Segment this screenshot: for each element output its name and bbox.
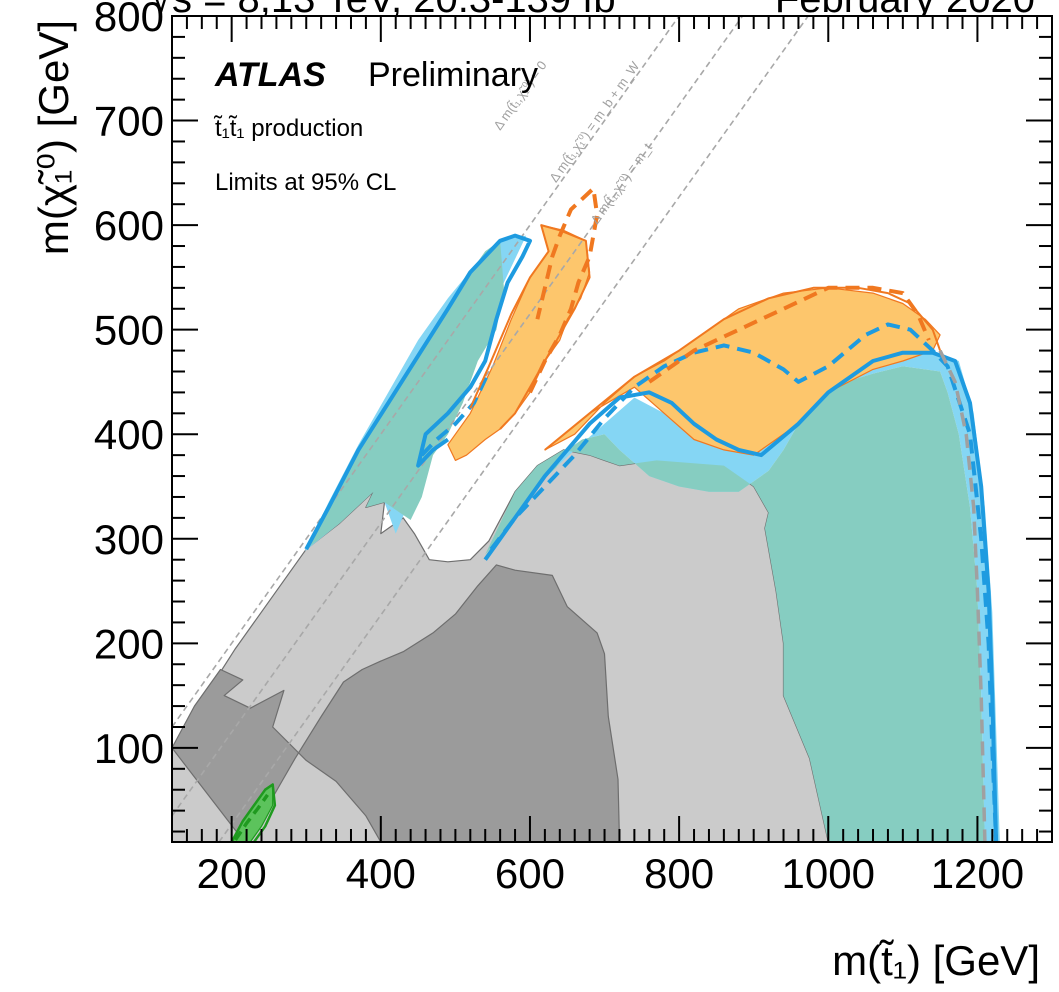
y-tick-label: 800 bbox=[94, 0, 164, 40]
y-tick-label: 200 bbox=[94, 620, 164, 667]
plot-frame bbox=[171, 15, 1053, 843]
kinematic-lines bbox=[172, 16, 809, 842]
limits-label: Limits at 95% CL bbox=[215, 169, 396, 196]
experiment-status: Preliminary bbox=[368, 56, 538, 94]
contour-green-solid-0 bbox=[230, 783, 277, 842]
plot-area bbox=[172, 16, 1052, 842]
y-tick-label: 700 bbox=[94, 98, 164, 145]
y-tick-label: 100 bbox=[94, 725, 164, 772]
kinematic-line-1 bbox=[172, 16, 744, 817]
x-tick-label: 1000 bbox=[782, 850, 875, 897]
contour-blue-dashed-1 bbox=[420, 370, 491, 457]
x-tick-label: 200 bbox=[197, 850, 267, 897]
contour-orange-dashed-0 bbox=[648, 285, 931, 384]
region-layer bbox=[172, 224, 1000, 842]
region-dark-grey bbox=[172, 564, 621, 842]
contour-blue-solid-0 bbox=[483, 350, 999, 842]
contour-grey-dashed-0 bbox=[938, 349, 987, 842]
y-axis-title: m(χ̃₁⁰) [GeV] bbox=[30, 20, 77, 255]
region-teal-lower bbox=[485, 366, 985, 842]
x-tick-label: 1200 bbox=[931, 850, 1024, 897]
region-teal-upper bbox=[306, 240, 504, 550]
y-tick-label: 300 bbox=[94, 516, 164, 563]
kinematic-line-2 bbox=[218, 16, 809, 842]
contour-orange-solid-1 bbox=[469, 224, 591, 430]
contour-layer bbox=[230, 186, 999, 842]
y-tick-label: 400 bbox=[94, 411, 164, 458]
region-orange-lower bbox=[544, 287, 941, 456]
x-axis-title: m(t̃₁) [GeV] bbox=[832, 937, 1040, 984]
y-tick-label: 600 bbox=[94, 202, 164, 249]
contour-blue-dashed-0 bbox=[489, 322, 999, 842]
kinematic-line-0 bbox=[172, 16, 680, 728]
x-tick-label: 400 bbox=[346, 850, 416, 897]
axis-ticks: 200 400 600 800 1000 1200 100 200 300 400 500 600 70… bbox=[94, 0, 1053, 897]
x-tick-label: 600 bbox=[495, 850, 565, 897]
y-tick-label: 500 bbox=[94, 307, 164, 354]
x-tick-label: 800 bbox=[644, 850, 714, 897]
process-label: t̃₁t̃₁ production bbox=[213, 115, 363, 142]
contour-orange-dashed-1 bbox=[528, 186, 600, 394]
contour-blue-solid-1 bbox=[304, 233, 532, 551]
experiment-label: ATLAS bbox=[214, 56, 326, 94]
